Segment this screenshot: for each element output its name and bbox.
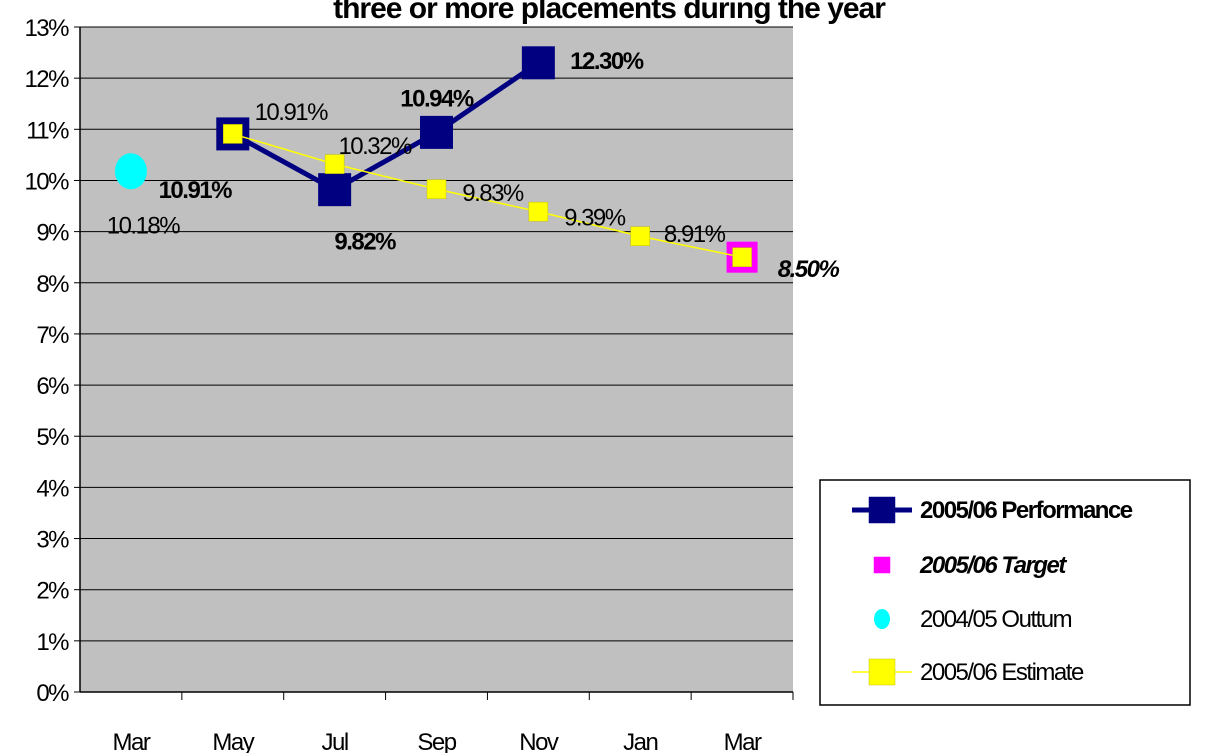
legend-label: 2005/06 Estimate xyxy=(920,659,1084,686)
legend-label: 2005/06 Performance xyxy=(920,497,1133,524)
y-tick-label: 10% xyxy=(24,168,69,195)
chart-title: three or more placements during the year xyxy=(333,0,886,25)
data-label: 9.82% xyxy=(334,229,396,256)
x-tick-label: Nov xyxy=(519,729,559,753)
data-label: 10.32% xyxy=(338,133,412,160)
x-tick-label: Sep xyxy=(417,729,456,753)
x-tick-label: Jan xyxy=(623,729,657,753)
y-tick-label: 0% xyxy=(36,680,69,707)
legend-marker xyxy=(873,556,891,574)
marker xyxy=(114,153,147,190)
data-label: 9.83% xyxy=(462,180,524,207)
y-tick-label: 6% xyxy=(36,373,69,400)
x-tick-label: Mar xyxy=(724,729,762,753)
data-label: 10.91% xyxy=(255,99,329,126)
marker xyxy=(630,226,650,246)
data-label: 12.30% xyxy=(570,48,644,75)
data-label: 10.94% xyxy=(400,85,474,112)
y-tick-label: 11% xyxy=(26,117,69,144)
y-tick-label: 5% xyxy=(36,424,69,451)
series-line xyxy=(232,133,743,258)
y-tick-label: 9% xyxy=(36,220,69,247)
marker xyxy=(528,201,549,222)
y-tick-label: 2% xyxy=(36,578,69,605)
marker xyxy=(420,115,453,149)
data-label: 10.18% xyxy=(107,212,181,239)
legend-marker xyxy=(874,609,890,629)
series-line xyxy=(231,60,540,193)
x-tick-label: Mar xyxy=(113,729,151,753)
data-label: 8.50% xyxy=(778,256,840,283)
y-tick-label: 1% xyxy=(36,629,69,656)
legend-marker xyxy=(868,658,896,686)
x-tick-label: May xyxy=(212,729,254,753)
y-tick-label: 13% xyxy=(24,15,69,42)
legend-label: 2004/05 Outtum xyxy=(920,606,1072,633)
data-label: 10.91% xyxy=(159,177,233,204)
x-tick-label: Jul xyxy=(322,729,348,753)
legend-marker xyxy=(868,496,896,524)
marker xyxy=(318,173,352,207)
y-tick-label: 8% xyxy=(36,271,69,298)
y-tick-label: 3% xyxy=(36,527,69,554)
legend-label: 2005/06 Target xyxy=(919,552,1067,579)
marker xyxy=(324,154,345,174)
y-tick-label: 4% xyxy=(36,475,69,502)
y-tick-label: 12% xyxy=(24,66,69,93)
y-tick-label: 7% xyxy=(36,322,69,349)
marker xyxy=(732,247,752,267)
data-label: 9.39% xyxy=(564,205,626,232)
data-label: 8.91% xyxy=(664,221,726,248)
marker xyxy=(223,124,243,144)
marker xyxy=(521,46,555,80)
marker xyxy=(426,179,447,199)
